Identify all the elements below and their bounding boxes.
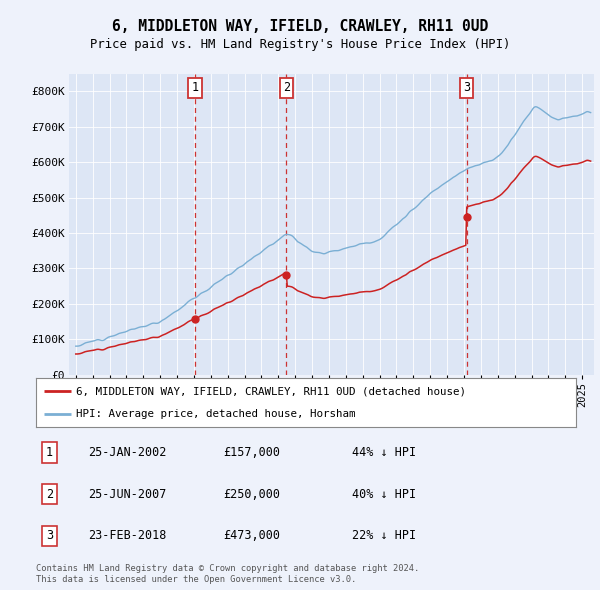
Text: 44% ↓ HPI: 44% ↓ HPI [352, 446, 416, 459]
Text: 1: 1 [46, 446, 53, 459]
Text: 3: 3 [46, 529, 53, 542]
Text: 23-FEB-2018: 23-FEB-2018 [89, 529, 167, 542]
Text: 3: 3 [463, 81, 470, 94]
Text: £473,000: £473,000 [223, 529, 281, 542]
Text: Price paid vs. HM Land Registry's House Price Index (HPI): Price paid vs. HM Land Registry's House … [90, 38, 510, 51]
Text: 40% ↓ HPI: 40% ↓ HPI [352, 487, 416, 501]
Text: Contains HM Land Registry data © Crown copyright and database right 2024.
This d: Contains HM Land Registry data © Crown c… [36, 565, 419, 584]
Text: 2: 2 [46, 487, 53, 501]
Text: 22% ↓ HPI: 22% ↓ HPI [352, 529, 416, 542]
Text: £157,000: £157,000 [223, 446, 281, 459]
Text: 6, MIDDLETON WAY, IFIELD, CRAWLEY, RH11 0UD (detached house): 6, MIDDLETON WAY, IFIELD, CRAWLEY, RH11 … [77, 386, 467, 396]
Text: 2: 2 [283, 81, 290, 94]
Text: 6, MIDDLETON WAY, IFIELD, CRAWLEY, RH11 0UD: 6, MIDDLETON WAY, IFIELD, CRAWLEY, RH11 … [112, 19, 488, 34]
Text: HPI: Average price, detached house, Horsham: HPI: Average price, detached house, Hors… [77, 408, 356, 418]
Text: 25-JUN-2007: 25-JUN-2007 [89, 487, 167, 501]
Text: 25-JAN-2002: 25-JAN-2002 [89, 446, 167, 459]
Text: £250,000: £250,000 [223, 487, 281, 501]
Text: 1: 1 [191, 81, 199, 94]
